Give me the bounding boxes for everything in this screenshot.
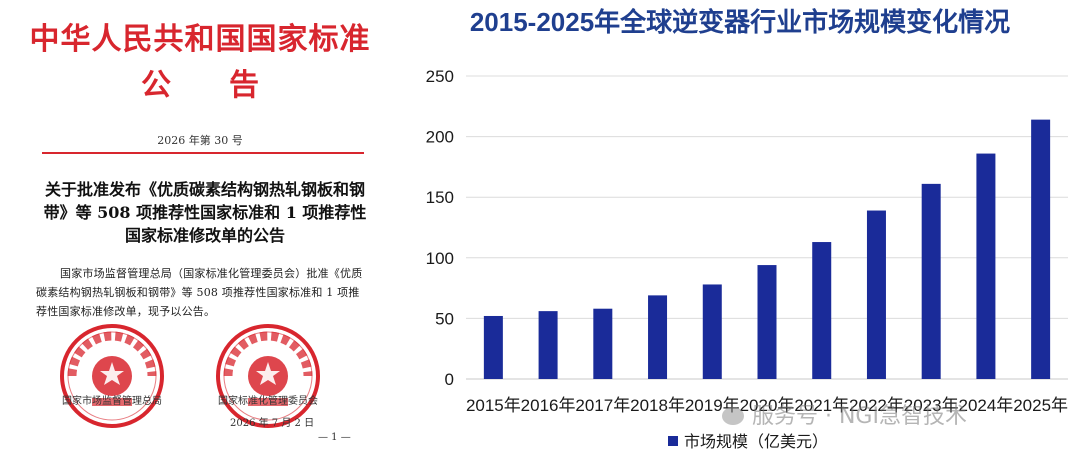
x-tick-label: 2020年 (740, 396, 795, 415)
chart-legend: 市场规模（亿美元） (668, 428, 828, 452)
bar (538, 311, 558, 379)
bar (1031, 119, 1051, 379)
bar (921, 183, 941, 379)
chart-title: 2015-2025年全球逆变器行业市场规模变化情况 (469, 7, 1011, 37)
x-tick-label: 2016年 (521, 396, 576, 415)
legend-label: 市场规模（亿美元） (684, 434, 829, 451)
signature-right: 国家标准化管理委员会 (218, 396, 318, 407)
page-number: — 1 — (318, 432, 351, 443)
x-tick-label: 2015年 (466, 396, 521, 415)
x-tick-label: 2022年 (849, 396, 904, 415)
wechat-icon (722, 407, 744, 425)
watermark: 服务号 · NGI急智技术 (722, 398, 967, 430)
signature-left: 国家市场监督管理总局 (62, 396, 162, 407)
bar (866, 210, 886, 379)
bar (757, 265, 777, 379)
official-seal-right (214, 322, 322, 430)
announcement-document: 中华人民共和国国家标准 公告 2026 年第 30 号 关于批准发布《优质碳素结… (0, 0, 400, 454)
bar (702, 284, 722, 379)
issue-number: 2026 年第 30 号 (157, 134, 243, 147)
y-tick-label: 250 (426, 67, 454, 86)
x-tick-label: 2017年 (575, 396, 630, 415)
y-tick-label: 100 (426, 249, 454, 268)
bar (976, 153, 996, 379)
official-seal-left (58, 322, 166, 430)
bar-chart-panel: 2015-2025年全球逆变器行业市场规模变化情况 0 50 100 150 200 25… (404, 0, 1076, 454)
x-tick-label: 2023年 (904, 396, 959, 415)
watermark-text: 服务号 · NGI急智技术 (752, 404, 967, 429)
x-tick-label: 2024年 (958, 396, 1013, 415)
x-tick-label: 2025年 (1013, 396, 1068, 415)
y-tick-label: 50 (435, 309, 454, 328)
document-header: 中华人民共和国国家标准 (29, 22, 371, 57)
x-tick-label: 2021年 (794, 396, 849, 415)
x-tick-label: 2018年 (630, 396, 685, 415)
bar (812, 242, 832, 379)
y-tick-label: 150 (426, 188, 454, 207)
document-subheader: 公告 (141, 68, 317, 103)
header-divider (42, 152, 364, 154)
document-date: 2026 年 7 月 2 日 (230, 418, 315, 429)
y-tick-label: 0 (445, 370, 454, 389)
document-title: 关于批准发布《优质碳素结构钢热轧钢板和钢带》等 508 项推荐性国家标准和 1 … (43, 180, 367, 245)
y-tick-label: 200 (426, 128, 454, 147)
bar (483, 315, 503, 379)
legend-swatch (668, 436, 678, 446)
bar (593, 308, 613, 379)
bar (648, 295, 668, 379)
document-body: 国家市场监督管理总局（国家标准化管理委员会）批准《优质碳素结构钢热轧钢板和钢带》… (36, 267, 363, 318)
